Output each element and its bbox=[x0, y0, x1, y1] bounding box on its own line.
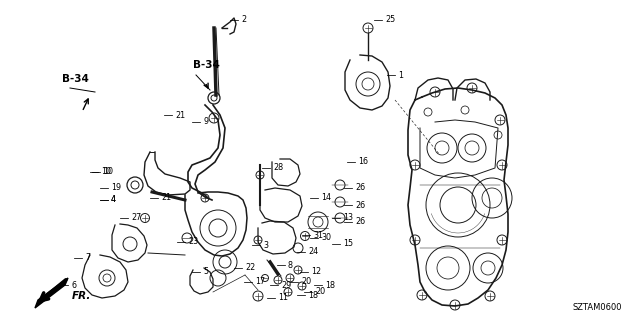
Text: B-34: B-34 bbox=[62, 74, 89, 84]
Text: 28: 28 bbox=[273, 164, 283, 172]
Text: 6: 6 bbox=[71, 281, 76, 290]
Text: 23: 23 bbox=[188, 237, 198, 246]
Text: 10: 10 bbox=[103, 167, 113, 177]
Text: 26: 26 bbox=[355, 183, 365, 193]
Text: 20: 20 bbox=[315, 287, 325, 297]
Text: 4: 4 bbox=[111, 196, 116, 204]
Text: 9: 9 bbox=[203, 117, 208, 126]
Text: 5: 5 bbox=[203, 268, 208, 276]
Text: 24: 24 bbox=[308, 247, 318, 257]
Text: 10: 10 bbox=[101, 167, 111, 177]
Text: 16: 16 bbox=[358, 157, 368, 166]
Text: 3: 3 bbox=[263, 241, 268, 250]
Text: 12: 12 bbox=[311, 268, 321, 276]
Polygon shape bbox=[35, 278, 68, 308]
Text: 1: 1 bbox=[398, 70, 403, 79]
Text: 26: 26 bbox=[355, 218, 365, 227]
Text: 25: 25 bbox=[385, 15, 396, 25]
Text: 27: 27 bbox=[131, 213, 141, 222]
Text: 18: 18 bbox=[325, 281, 335, 290]
Text: 11: 11 bbox=[278, 293, 288, 302]
Text: 22: 22 bbox=[245, 263, 255, 273]
Text: 20: 20 bbox=[301, 277, 311, 286]
Text: 21: 21 bbox=[161, 194, 171, 203]
Text: SZTAM0600: SZTAM0600 bbox=[573, 303, 622, 312]
Text: B-34: B-34 bbox=[193, 60, 220, 70]
Text: FR.: FR. bbox=[72, 291, 92, 301]
Text: 19: 19 bbox=[111, 183, 121, 193]
Text: 18: 18 bbox=[308, 291, 318, 300]
Text: 7: 7 bbox=[85, 253, 90, 262]
Text: 30: 30 bbox=[321, 234, 331, 243]
Text: 21: 21 bbox=[175, 110, 185, 119]
Text: 14: 14 bbox=[321, 194, 331, 203]
Text: 4: 4 bbox=[111, 196, 116, 204]
Text: 13: 13 bbox=[343, 213, 353, 222]
Text: 2: 2 bbox=[241, 15, 246, 25]
Text: 15: 15 bbox=[343, 239, 353, 249]
Text: 26: 26 bbox=[355, 201, 365, 210]
Text: 17: 17 bbox=[255, 277, 265, 286]
Text: 31: 31 bbox=[313, 230, 323, 239]
Text: 29: 29 bbox=[281, 281, 291, 290]
Text: 8: 8 bbox=[288, 260, 293, 269]
